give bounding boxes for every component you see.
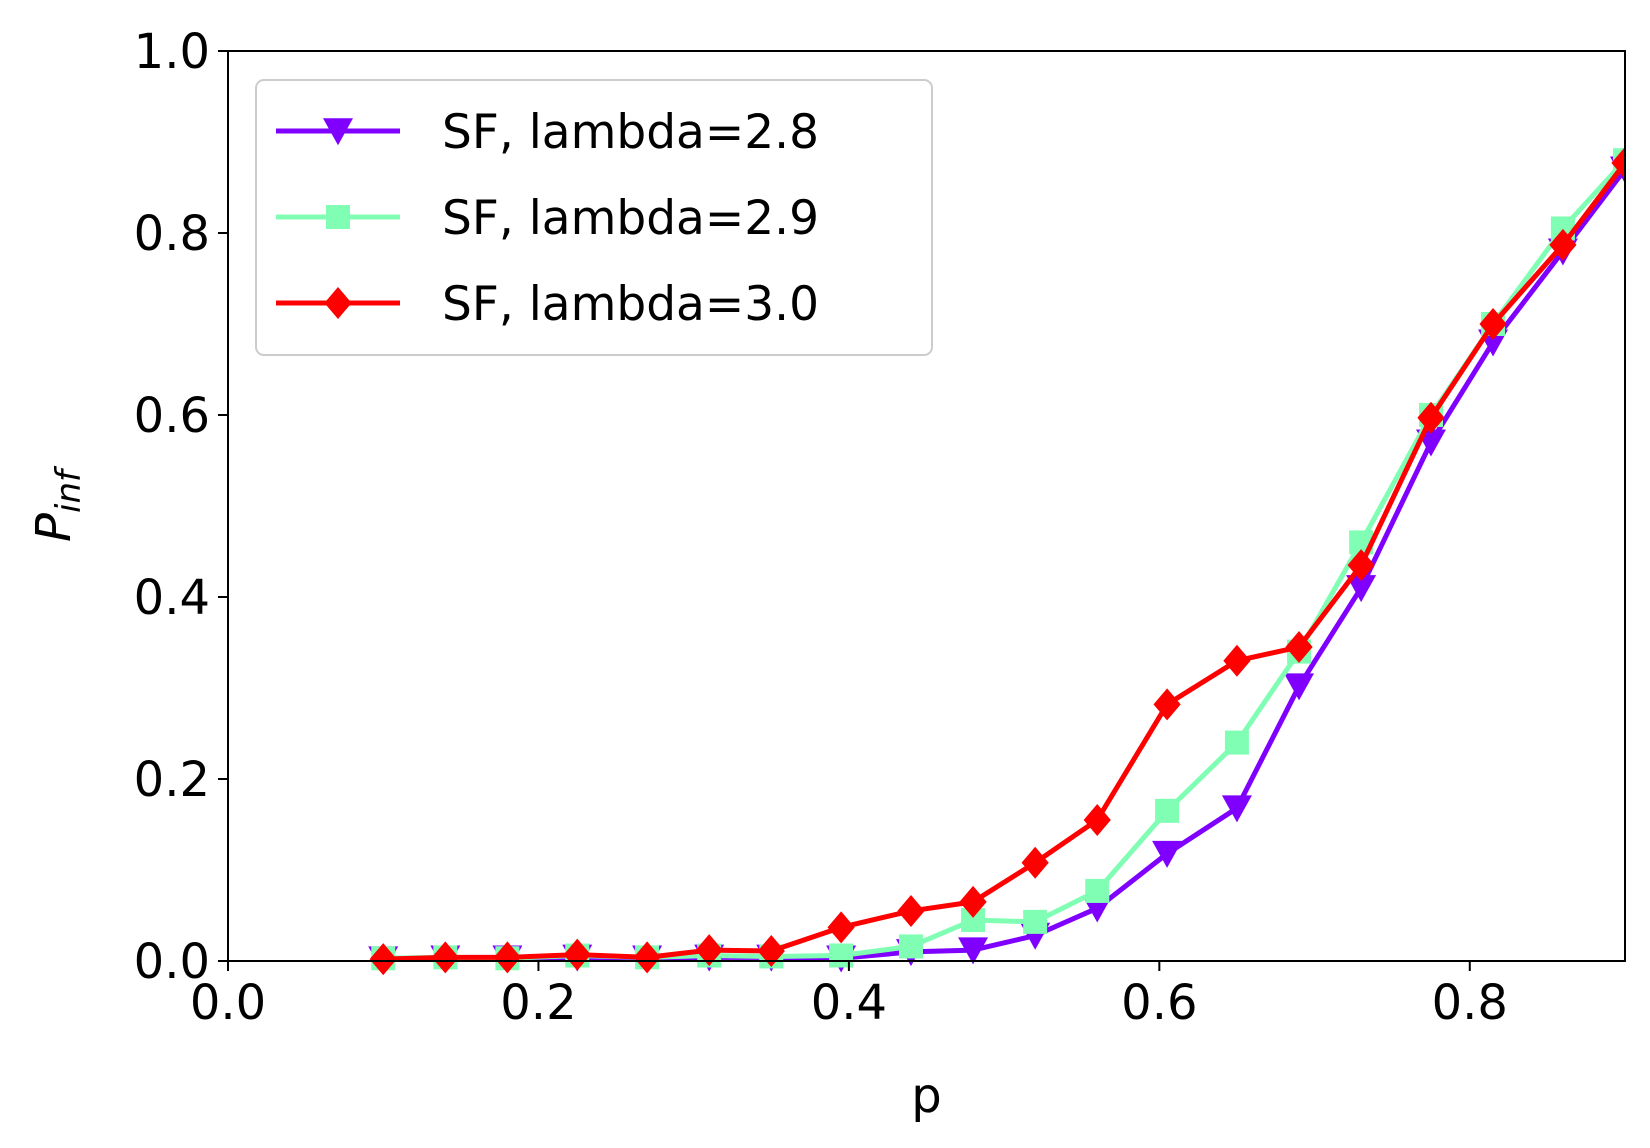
y-tick-label: 1.0 — [134, 24, 210, 80]
y-tick-label: 0.8 — [134, 206, 210, 262]
legend-item: SF, lambda=2.9 — [276, 191, 819, 246]
y-tick-label: 0.6 — [134, 388, 210, 444]
y-tick-label: 0.0 — [134, 934, 210, 990]
y-axis-label-subscript: inf — [49, 465, 89, 513]
data-point — [1417, 401, 1445, 434]
data-point — [897, 894, 925, 927]
legend-item: SF, lambda=3.0 — [276, 277, 819, 332]
data-point — [1223, 644, 1251, 677]
data-point — [1153, 688, 1181, 721]
data-point — [1083, 803, 1111, 836]
y-tick-label: 0.2 — [134, 752, 210, 808]
x-tick-label: 0.6 — [1121, 975, 1197, 1031]
data-point — [369, 943, 397, 975]
data-point — [633, 941, 661, 974]
legend-label: SF, lambda=2.9 — [442, 191, 819, 246]
series-3 — [369, 146, 1625, 975]
legend-marker — [324, 287, 352, 319]
data-point — [827, 911, 855, 944]
x-tick-label: 0.2 — [500, 975, 576, 1031]
data-point — [695, 934, 723, 967]
y-tick-label: 0.4 — [134, 570, 210, 626]
data-point — [1284, 673, 1315, 701]
legend-label: SF, lambda=3.0 — [442, 277, 819, 332]
y-axis-label-main: P — [26, 513, 82, 542]
data-point — [1285, 631, 1313, 664]
data-point — [1347, 549, 1375, 582]
plot-data — [368, 146, 1625, 975]
axis-ticks: 0.0 0.2 0.4 0.6 0.8 0.0 0.2 0.4 0.6 0.8 1.0 — [134, 24, 1508, 1031]
svg-text:Pinf: Pinf — [26, 465, 89, 542]
data-point — [1023, 909, 1048, 934]
data-point — [1479, 308, 1507, 340]
plot-frame — [227, 50, 1626, 962]
data-point — [757, 934, 785, 967]
data-point — [563, 938, 591, 971]
legend: SF, lambda=2.8 SF, lambda=2.9 SF, lambda=3… — [255, 79, 933, 356]
data-point — [1549, 228, 1577, 261]
data-point — [958, 937, 989, 965]
data-point — [1152, 840, 1183, 868]
y-axis-label: Pinf — [26, 465, 89, 542]
legend-box — [255, 79, 933, 356]
data-point — [1085, 878, 1110, 903]
legend-item: SF, lambda=2.8 — [276, 105, 819, 160]
legend-marker — [326, 205, 350, 229]
x-tick-label: 0.0 — [190, 975, 266, 1031]
data-point — [1221, 795, 1252, 823]
legend-label: SF, lambda=2.8 — [442, 105, 819, 160]
data-point — [1611, 146, 1625, 179]
x-tick-label: 0.8 — [1432, 975, 1508, 1031]
data-point — [493, 941, 521, 974]
data-point — [431, 941, 459, 974]
data-point — [1346, 575, 1377, 603]
data-point — [1155, 798, 1180, 823]
legend-marker — [323, 118, 353, 146]
data-point — [898, 934, 923, 959]
data-point — [1224, 730, 1249, 755]
data-point — [1021, 846, 1049, 879]
x-tick-label: 0.4 — [811, 975, 887, 1031]
x-axis-label: p — [911, 1068, 941, 1124]
data-point — [959, 885, 987, 918]
